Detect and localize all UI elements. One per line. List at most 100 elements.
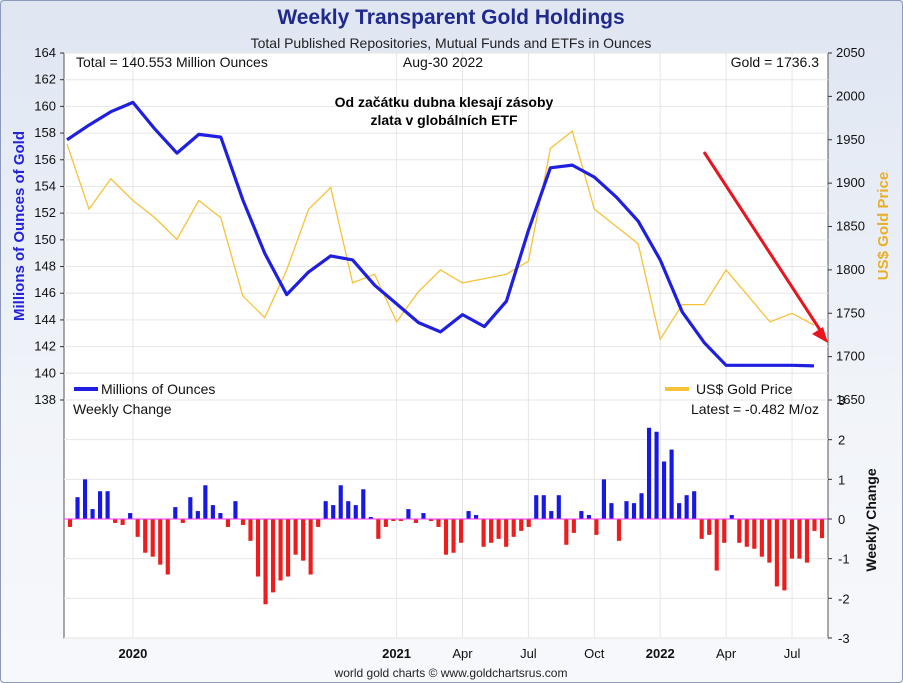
x-tick-label: 2021 <box>382 646 411 661</box>
left-tick-label: 162 <box>34 72 56 87</box>
weekly-change-bar <box>489 519 494 543</box>
weekly-change-bar <box>504 519 509 547</box>
weekly-change-bar <box>158 519 163 565</box>
weekly-change-bar <box>383 519 388 527</box>
weekly-change-bar <box>376 519 381 539</box>
weekly-change-bar <box>752 519 757 549</box>
trend-arrow-head-icon <box>812 327 828 343</box>
weekly-change-bar <box>609 503 614 519</box>
weekly-change-bar <box>428 519 434 521</box>
weekly-change-bar <box>98 491 103 519</box>
weekly-change-bar <box>240 519 246 525</box>
weekly-change-bar <box>338 485 343 519</box>
right-tick-label: 1900 <box>836 175 865 190</box>
weekly-change-bar <box>692 491 697 519</box>
weekly-change-bar <box>654 431 659 519</box>
weekly-change-bar <box>549 511 554 519</box>
weekly-tick-label: -2 <box>838 591 850 606</box>
weekly-change-bar <box>511 519 516 537</box>
weekly-change-bar <box>797 519 802 559</box>
weekly-change-bar <box>150 519 155 557</box>
weekly-change-bar <box>707 519 712 535</box>
weekly-change-bar <box>90 509 95 519</box>
weekly-change-bar <box>195 511 200 519</box>
weekly-change-bar <box>819 519 825 539</box>
weekly-tick-label: 3 <box>838 393 845 408</box>
weekly-change-bar <box>601 479 606 519</box>
date-info: Aug-30 2022 <box>403 54 483 70</box>
weekly-change-bar <box>82 479 88 519</box>
weekly-change-bar <box>556 495 561 519</box>
weekly-change-bar <box>812 519 817 531</box>
weekly-change-bar <box>714 519 719 571</box>
weekly-tick-label: 1 <box>838 472 845 487</box>
x-tick-label: Apr <box>452 646 473 661</box>
right-tick-label: 2050 <box>836 45 865 60</box>
weekly-change-bar <box>789 519 794 559</box>
legend-gold-label: US$ Gold Price <box>696 381 793 397</box>
left-tick-label: 152 <box>34 205 56 220</box>
weekly-change-bar <box>188 497 193 519</box>
weekly-change-bar <box>586 515 591 519</box>
weekly-change-bar <box>699 519 704 539</box>
weekly-change-bar <box>804 519 810 563</box>
weekly-change-bar <box>301 519 306 561</box>
trend-arrow <box>702 151 824 334</box>
weekly-change-bar <box>308 519 313 575</box>
weekly-change-bar <box>684 495 689 519</box>
weekly-change-bar <box>286 519 291 577</box>
weekly-change-bar <box>631 503 637 519</box>
weekly-change-bar <box>466 511 471 519</box>
weekly-change-bar <box>361 489 366 519</box>
y-axis-weekly-label: Weekly Change <box>863 468 879 571</box>
annotation-line-2: zlata v globálních ETF <box>370 112 517 128</box>
weekly-change-bar <box>173 507 178 519</box>
weekly-change-bar <box>113 519 118 523</box>
weekly-tick-label: 2 <box>838 433 845 448</box>
y-axis-right-label: US$ Gold Price <box>875 172 892 280</box>
left-tick-label: 164 <box>34 45 56 60</box>
weekly-change-bar <box>571 519 576 533</box>
weekly-change-bar <box>729 515 734 519</box>
left-tick-label: 142 <box>34 339 56 354</box>
y-axis-left-label: Millions of Ounces of Gold <box>11 131 28 321</box>
weekly-change-bar <box>722 519 727 543</box>
left-tick-label: 140 <box>34 365 56 380</box>
legend-holdings-label: Millions of Ounces <box>101 381 215 397</box>
weekly-change-bar <box>646 427 652 519</box>
left-tick-label: 148 <box>34 259 56 274</box>
chart-title: Weekly Transparent Gold Holdings <box>277 6 624 29</box>
right-tick-label: 1700 <box>836 349 865 364</box>
annotation-line-1: Od začátku dubna klesají zásoby <box>335 94 554 110</box>
weekly-change-bar <box>564 519 569 545</box>
weekly-change-bar <box>203 485 208 519</box>
weekly-tick-label: 0 <box>838 512 845 527</box>
left-tick-label: 144 <box>34 312 56 327</box>
top-grid <box>64 52 828 401</box>
left-tick-label: 158 <box>34 125 56 140</box>
weekly-tick-label: -1 <box>838 552 850 567</box>
weekly-change-bar <box>165 519 170 575</box>
weekly-change-bar <box>391 519 396 521</box>
weekly-change-bar <box>624 501 629 519</box>
weekly-change-bar <box>677 503 682 519</box>
weekly-change-bar <box>225 519 230 527</box>
bottom-grid <box>64 399 828 639</box>
weekly-change-bar <box>406 509 411 519</box>
x-tick-label: Oct <box>584 646 605 661</box>
weekly-change-bar <box>481 519 486 547</box>
right-axis-ticks: 1650 1700 1750 1800 1850 1900 1950 2000 2050 <box>828 45 865 407</box>
left-tick-label: 150 <box>34 232 56 247</box>
weekly-change-bar <box>421 513 426 519</box>
left-tick-label: 160 <box>34 98 56 113</box>
weekly-change-bar <box>519 519 524 531</box>
chart-subtitle: Total Published Repositories, Mutual Fun… <box>251 35 652 51</box>
right-tick-label: 2000 <box>836 88 865 103</box>
weekly-change-bar <box>759 519 764 557</box>
weekly-change-bar <box>782 519 787 591</box>
weekly-change-bar <box>120 519 125 525</box>
x-tick-label: 2020 <box>118 646 147 661</box>
right-tick-label: 1650 <box>836 392 865 407</box>
weekly-change-bar <box>353 505 358 519</box>
